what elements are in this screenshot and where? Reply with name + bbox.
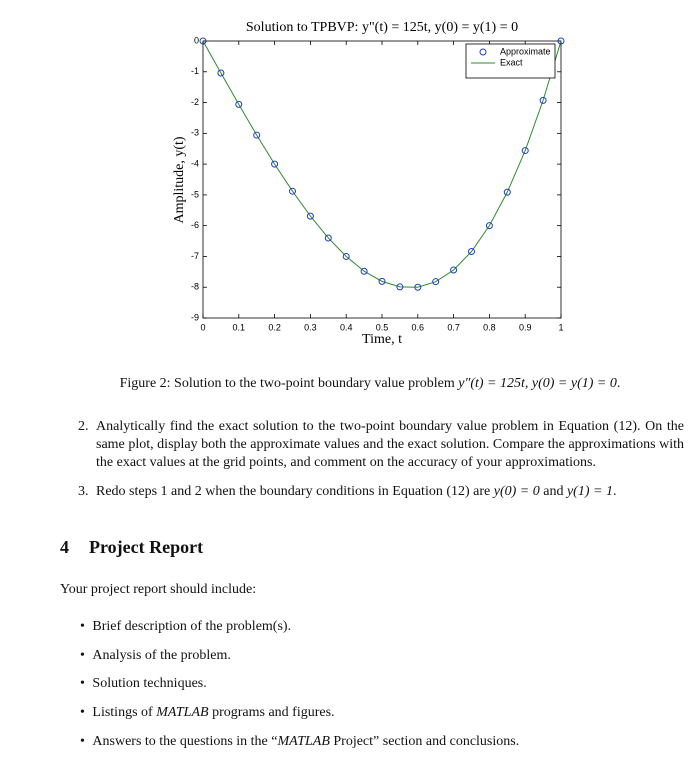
data-point [199, 37, 207, 45]
data-point [306, 212, 314, 220]
data-point [378, 277, 386, 285]
data-point [289, 187, 296, 195]
data-point [324, 234, 332, 242]
bullet-item: • Answers to the questions in the “MATLA… [80, 734, 520, 749]
item-math: y(0) = 0 [493, 484, 540, 499]
section-number: 4 [60, 537, 69, 557]
bullet-text: programs and figures. [208, 705, 335, 720]
y-tick-label: -2 [191, 97, 199, 107]
legend-label: Approximate [500, 46, 551, 56]
data-point [217, 69, 225, 77]
x-tick-label: 0 [200, 322, 205, 332]
chart: Solution to TPBVP: y"(t) = 125t, y(0) = … [172, 20, 565, 347]
y-tick-label: 0 [194, 35, 199, 45]
data-point [485, 222, 493, 230]
bullet-item: • Brief description of the problem(s). [80, 619, 292, 634]
x-tick-label: 0.1 [233, 322, 246, 332]
bullet-text: MATLAB [277, 734, 330, 749]
data-point [503, 188, 511, 196]
data-point [271, 160, 279, 168]
bullet-text: Project” section and conclusions. [329, 734, 520, 749]
y-tick-label: -9 [191, 312, 199, 322]
section-title: Project Report [89, 537, 204, 557]
x-tick-label: 0.6 [412, 322, 425, 332]
list-item: 2. Analytically find the exact solution … [0, 418, 698, 478]
x-tick-label: 0.8 [483, 322, 496, 332]
item-text: and [539, 484, 567, 499]
x-tick-label: 0.4 [340, 322, 353, 332]
bullet-item: • Listings of MATLAB programs and figure… [80, 705, 335, 720]
data-point [557, 37, 565, 45]
list-item: 3. Redo steps 1 and 2 when the boundary … [0, 483, 698, 503]
x-tick-label: 0.3 [304, 322, 317, 332]
item-number: 3. [78, 484, 89, 499]
data-point [432, 278, 440, 286]
section-heading: 4 Project Report [60, 536, 203, 558]
y-tick-label: -8 [191, 282, 199, 292]
intro: Your project report should include: [60, 582, 257, 597]
caption-math: y″(t) = 125t, y(0) = y(1) = 0 [458, 376, 617, 391]
legend-marker [479, 48, 487, 56]
bullet-item: • Analysis of the problem. [80, 648, 231, 663]
data-point [360, 267, 368, 275]
bullet-item: • Solution techniques. [80, 676, 207, 691]
bullet-text: MATLAB [156, 705, 209, 720]
bullet-text: Solution techniques. [92, 676, 207, 691]
data-point [414, 283, 422, 291]
data-line [202, 40, 562, 288]
caption-text: Figure 2: Solution to the two-point boun… [119, 376, 459, 391]
data-point [539, 96, 547, 104]
bullet-text: Analysis of the problem. [92, 648, 231, 663]
data-point [468, 248, 475, 256]
item-number: 2. [78, 419, 89, 434]
y-tick-label: -4 [191, 158, 199, 168]
y-tick-label: -7 [191, 251, 199, 261]
data-point [235, 100, 243, 108]
x-tick-label: 0.5 [376, 322, 389, 332]
item-math: y(1) = 1 [566, 484, 613, 499]
data-point [342, 252, 350, 260]
bullet-text: Answers to the questions in the “ [92, 734, 278, 749]
y-axis-label: Amplitude, y(t) [172, 136, 187, 223]
item-text: Redo steps 1 and 2 when the boundary con… [96, 484, 494, 499]
caption-text: . [616, 376, 621, 391]
y-tick-label: -1 [191, 66, 199, 76]
y-tick-label: -5 [191, 189, 199, 199]
x-tick-label: 1 [558, 322, 563, 332]
y-tick-label: -3 [191, 128, 199, 138]
x-tick-label: 0.7 [447, 322, 460, 332]
bullet-text: Listings of [92, 705, 157, 720]
x-tick-label: 0.2 [268, 322, 281, 332]
data-point [450, 266, 458, 274]
caption: Figure 2: Solution to the two-point boun… [0, 375, 698, 393]
data-point [253, 131, 261, 139]
y-tick-label: -6 [191, 220, 199, 230]
item-text: . [612, 484, 617, 499]
bullet-text: Brief description of the problem(s). [92, 619, 292, 634]
chart-title: Solution to TPBVP: y"(t) = 125t, y(0) = … [246, 20, 518, 35]
legend-label: Exact [500, 57, 523, 67]
plot-area [202, 40, 562, 319]
data-point [396, 283, 404, 291]
data-point [521, 147, 529, 155]
item-text: Analytically find the exact solution to … [96, 419, 684, 470]
x-axis-label: Time, t [362, 332, 402, 347]
x-tick-label: 0.9 [519, 322, 532, 332]
